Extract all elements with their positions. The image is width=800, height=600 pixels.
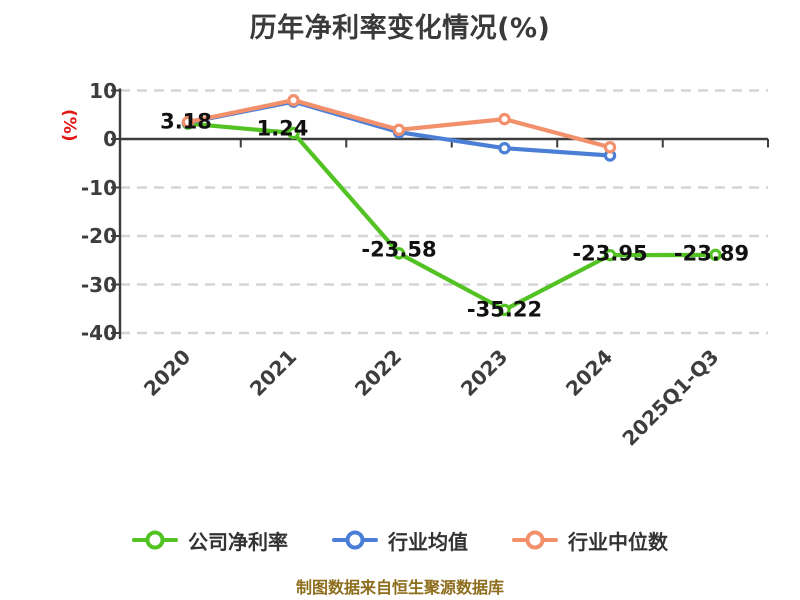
data-point[interactable] [392, 247, 406, 260]
data-label: 3.18 [160, 109, 212, 134]
legend-item-label: 公司净利率 [188, 529, 288, 554]
data-point[interactable] [181, 115, 195, 129]
y-tick-label: -10 [80, 175, 117, 200]
data-point[interactable] [603, 248, 617, 262]
legend-item-label: 行业中位数 [568, 529, 668, 554]
footer-note: 制图数据来自恒生聚源数据库 [295, 578, 504, 597]
data-label: -23.95 [572, 241, 648, 266]
chart-title: 历年净利率变化情况(%) [249, 13, 551, 44]
legend-item-2[interactable]: 行业中位数 [512, 526, 668, 555]
y-tick-label: 10 [89, 78, 117, 103]
legend-item-label: 行业均值 [388, 529, 468, 554]
y-axis-unit-label: (%) [59, 109, 79, 142]
legend: 公司净利率 行业均值 行业中位数 [0, 520, 800, 560]
data-label: -23.89 [673, 241, 750, 266]
data-point[interactable] [709, 248, 722, 262]
data-point[interactable] [287, 93, 300, 107]
data-point[interactable] [498, 112, 511, 126]
data-label: 1.24 [256, 116, 309, 141]
legend-circle-icon [145, 530, 165, 550]
data-point[interactable] [392, 123, 406, 136]
y-tick-label: 0 [103, 127, 117, 151]
y-tick-label: -30 [80, 272, 117, 297]
data-point[interactable] [498, 142, 511, 155]
data-label: -23.58 [361, 237, 437, 262]
data-point[interactable] [603, 141, 617, 154]
legend-item-0[interactable]: 公司净利率 [132, 526, 288, 555]
series-line-0 [185, 121, 718, 312]
y-tick-label: -40 [80, 321, 117, 345]
data-point[interactable] [287, 126, 300, 140]
legend-circle-icon [525, 530, 545, 550]
data-point[interactable] [498, 303, 511, 317]
legend-line-marker-icon [512, 530, 558, 550]
data-label: -35.22 [466, 297, 543, 322]
legend-item-1[interactable]: 行业均值 [332, 526, 468, 555]
legend-line-marker-icon [132, 530, 178, 550]
legend-line-marker-icon [332, 530, 378, 550]
legend-circle-icon [345, 530, 365, 550]
y-tick-label: -20 [80, 224, 117, 248]
